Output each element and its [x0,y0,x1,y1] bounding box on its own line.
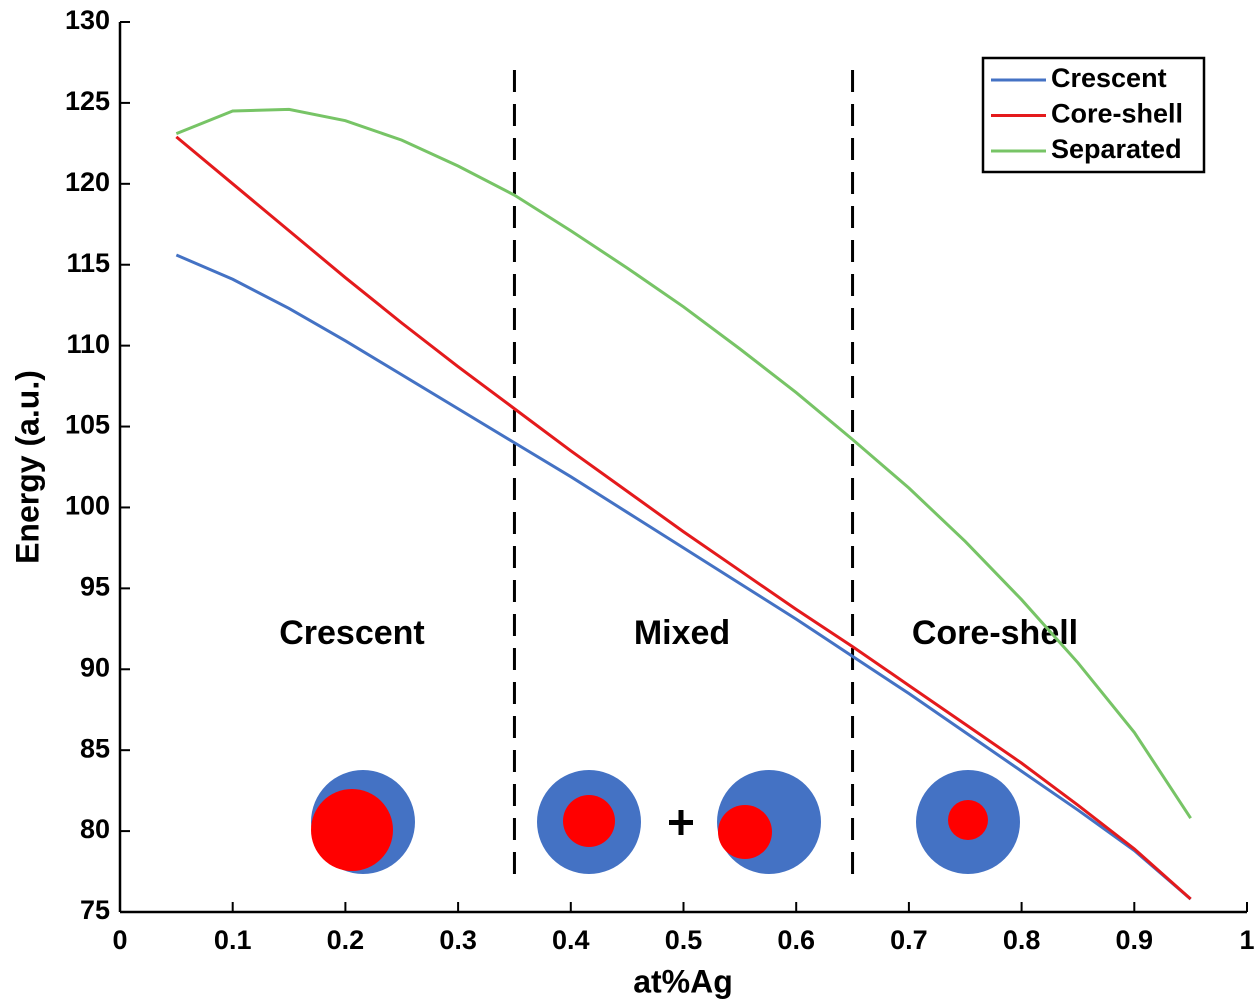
y-tick-label: 100 [65,491,110,521]
legend: Crescent Core-shell Separated [981,56,1206,174]
y-tick-label: 105 [65,410,110,440]
y-tick-label: 125 [65,86,110,116]
y-tick-label: 120 [65,167,110,197]
y-tick-label: 110 [66,329,110,359]
y-tick-label: 95 [80,571,110,601]
structure-icons [311,770,1020,874]
series-line [175,253,1192,901]
y-tick-label: 80 [80,814,110,844]
region-label: Crescent [279,614,425,652]
icon-core [948,800,988,840]
y-tick-label: 115 [66,248,110,278]
icon-core [718,805,772,859]
legend-label: Core-shell [1051,99,1183,129]
x-tick-label: 0.2 [327,925,365,955]
y-axis-label: Energy (a.u.) [9,370,45,564]
legend-label: Crescent [1051,63,1167,93]
x-tick-label: 0.5 [665,925,703,955]
x-tick-label: 0.4 [552,925,590,955]
y-tick-label: 75 [80,895,110,925]
region-label: Mixed [634,614,730,652]
y-tick-label: 85 [80,733,110,763]
x-tick-label: 0.3 [439,925,477,955]
icon-core [563,795,615,847]
x-tick-label: 0.8 [1003,925,1041,955]
x-tick-label: 0.1 [214,925,252,955]
plus-sign [678,810,684,835]
x-axis-label: at%Ag [633,963,733,999]
x-tick-label: 0.6 [777,925,815,955]
y-tick-label: 90 [80,652,110,682]
x-tick-label: 1 [1239,925,1254,955]
legend-label: Separated [1051,134,1182,164]
series-line [175,107,1192,819]
icon-core [311,789,393,871]
series-line [175,135,1192,901]
y-tick-label: 130 [65,5,110,35]
x-tick-label: 0.9 [1116,925,1154,955]
x-tick-label: 0 [112,925,127,955]
x-tick-label: 0.7 [890,925,928,955]
